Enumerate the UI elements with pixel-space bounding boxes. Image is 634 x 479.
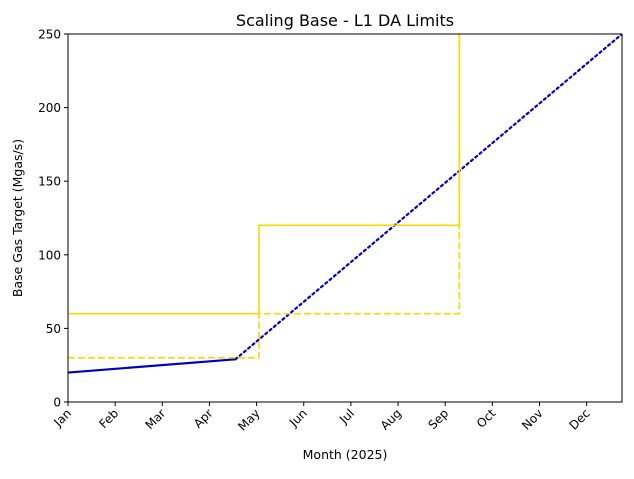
y-tick-label: 50 — [46, 322, 61, 336]
series-line-l1-da-limit-solid — [68, 34, 461, 315]
x-tick-label: Feb — [96, 406, 121, 431]
series-line-base-gas-target-projected — [234, 34, 622, 361]
y-tick-label: 0 — [53, 396, 61, 410]
y-tick-label: 100 — [38, 248, 61, 262]
x-tick-label: Apr — [191, 406, 216, 431]
series-line-base-gas-target-actual — [68, 358, 236, 374]
y-tick-label: 150 — [38, 175, 61, 189]
x-tick-label: May — [235, 406, 262, 433]
x-tick-label: Jun — [286, 406, 310, 430]
x-tick-label: Nov — [519, 406, 545, 432]
y-tick-label: 200 — [38, 101, 61, 115]
x-tick-label: Jul — [336, 406, 357, 427]
y-tick-label: 250 — [38, 28, 61, 42]
series-line-l1-da-limit-dashed — [68, 34, 461, 359]
x-tick-label: Mar — [143, 406, 169, 432]
y-axis-label: Base Gas Target (Mgas/s) — [10, 139, 25, 297]
x-tick-label: Oct — [474, 406, 499, 431]
series-layer — [68, 34, 622, 374]
x-tick-label: Dec — [566, 406, 592, 432]
plot-frame — [67, 33, 623, 403]
x-tick-label: Jan — [50, 406, 74, 430]
chart-title: Scaling Base - L1 DA Limits — [236, 11, 454, 30]
x-tick-label: Aug — [378, 406, 404, 432]
x-axis-label: Month (2025) — [303, 447, 388, 462]
axis-layer: 0 50 100 150 200 250 Jan Feb Mar Apr May Jun Jul Aug S… — [38, 28, 593, 434]
x-tick-label: Sep — [425, 406, 451, 432]
